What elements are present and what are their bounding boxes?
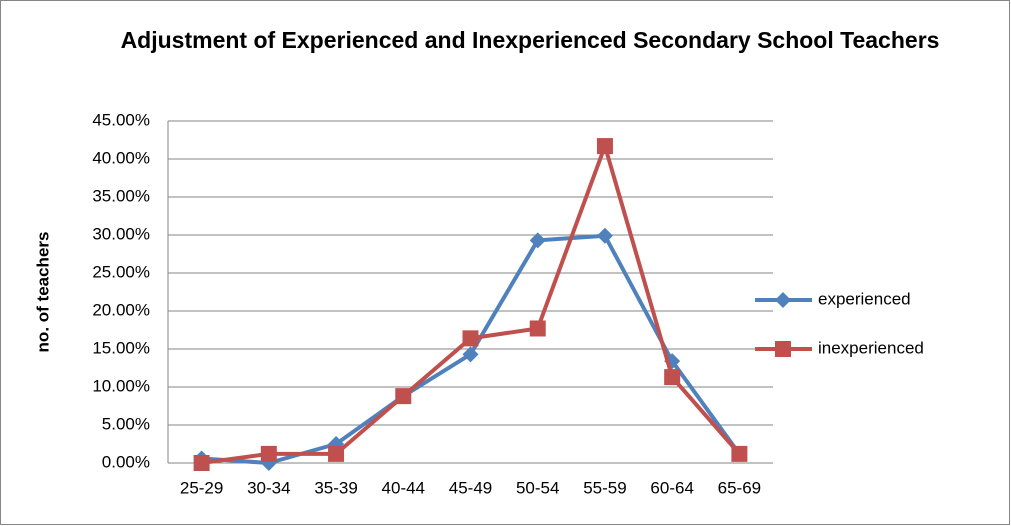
- legend-marker: [775, 292, 791, 308]
- data-point: [193, 455, 210, 471]
- y-tick-label: 15.00%: [92, 338, 150, 357]
- legend-label: inexperienced: [818, 338, 924, 357]
- x-tick-label: 45-49: [449, 478, 492, 497]
- y-tick-label: 25.00%: [92, 262, 150, 281]
- x-tick-label: 40-44: [382, 478, 425, 497]
- data-point: [731, 445, 748, 462]
- x-tick-label: 30-34: [247, 478, 290, 497]
- y-tick-label: 0.00%: [102, 452, 150, 471]
- data-point: [596, 138, 613, 155]
- x-tick-label: 65-69: [718, 478, 761, 497]
- y-axis-label: no. of teachers: [33, 232, 52, 353]
- legend-marker: [775, 341, 791, 357]
- legend-label: experienced: [818, 289, 911, 308]
- y-tick-label: 40.00%: [92, 148, 150, 167]
- data-point: [260, 445, 277, 462]
- data-point: [529, 320, 546, 337]
- data-point: [462, 346, 479, 363]
- y-tick-label: 5.00%: [102, 414, 150, 433]
- x-tick-label: 50-54: [516, 478, 559, 497]
- y-tick-label: 45.00%: [92, 110, 150, 129]
- x-tick-label: 60-64: [650, 478, 693, 497]
- data-point: [328, 445, 345, 462]
- chart-title: Adjustment of Experienced and Inexperien…: [121, 27, 940, 53]
- y-tick-label: 10.00%: [92, 376, 150, 395]
- y-tick-label: 35.00%: [92, 186, 150, 205]
- x-tick-label: 35-39: [314, 478, 357, 497]
- x-tick-label: 55-59: [583, 478, 626, 497]
- y-tick-label: 30.00%: [92, 224, 150, 243]
- data-point: [529, 232, 546, 249]
- x-tick-label: 25-29: [180, 478, 223, 497]
- data-point: [395, 388, 412, 405]
- data-point: [664, 369, 681, 386]
- data-point: [462, 330, 479, 347]
- data-point: [596, 227, 613, 244]
- y-tick-label: 20.00%: [92, 300, 150, 319]
